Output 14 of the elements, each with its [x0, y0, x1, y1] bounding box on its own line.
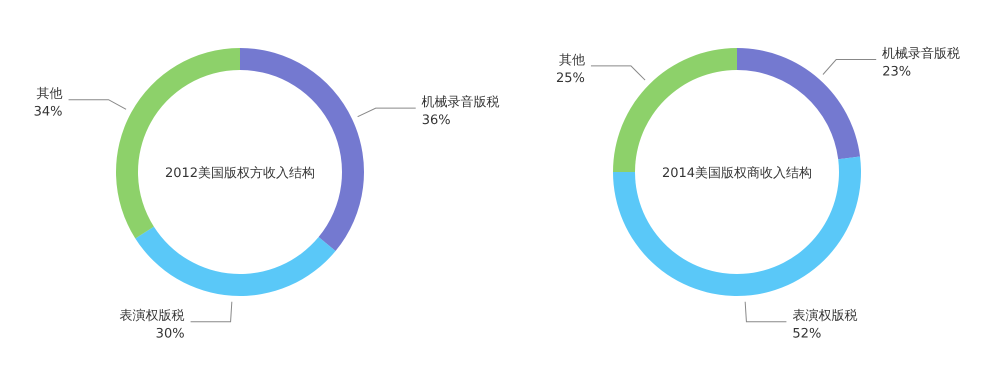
data-label: 30%: [156, 326, 185, 342]
slice-label: 其他: [36, 86, 63, 102]
data-label: 36%: [422, 113, 451, 128]
text: 2012美国版权方收入结构: [164, 165, 316, 181]
data-label: 23%: [882, 64, 912, 80]
slice-label: 表演权版税: [120, 308, 185, 324]
data-label: 25%: [556, 70, 585, 86]
slice-label: 机械录音版税: [422, 95, 500, 110]
data-label: 34%: [34, 104, 63, 120]
slice-label: 其他: [558, 52, 585, 68]
text: 2014美国版权商收入结构: [662, 165, 812, 181]
data-label: 52%: [792, 326, 822, 342]
slice-label: 机械录音版税: [882, 46, 960, 62]
slice-label: 表演权版税: [792, 308, 858, 324]
